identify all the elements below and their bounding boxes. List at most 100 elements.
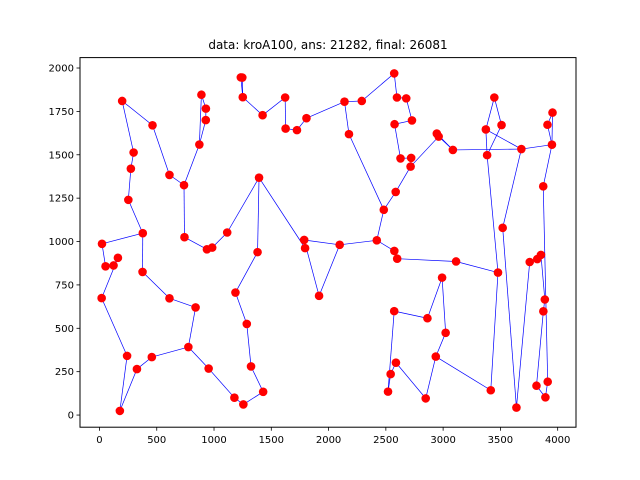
city-point	[292, 125, 302, 135]
tour-edge	[101, 297, 128, 357]
city-point	[525, 257, 535, 267]
city-point	[201, 115, 211, 125]
city-point	[379, 205, 389, 215]
y-tick-label: 750	[55, 280, 74, 291]
city-point	[448, 145, 458, 155]
city-point	[101, 262, 110, 271]
city-point	[201, 104, 211, 113]
city-point	[238, 92, 248, 102]
tour-edge	[486, 124, 502, 156]
city-point	[231, 288, 240, 297]
city-point	[165, 170, 174, 180]
tour-edge	[199, 94, 202, 145]
tour-edge	[151, 346, 189, 358]
tour-edge	[128, 199, 144, 234]
city-point	[109, 261, 118, 270]
city-point	[230, 393, 239, 403]
city-point	[401, 94, 411, 103]
city-point	[386, 369, 395, 379]
city-point	[421, 394, 431, 403]
city-point	[236, 73, 246, 82]
city-point	[517, 144, 526, 154]
tour-edge	[119, 368, 138, 412]
y-tick-label: 1750	[49, 107, 74, 118]
city-point	[204, 364, 213, 373]
city-point	[165, 293, 174, 303]
city-point	[122, 351, 132, 361]
tour-edge	[127, 168, 132, 200]
tour-edge	[142, 271, 170, 299]
city-point	[340, 97, 349, 106]
tour-edge	[502, 148, 522, 228]
tour-edge	[542, 186, 549, 382]
tour-edge	[516, 261, 531, 408]
tour-edge	[490, 272, 499, 391]
city-point	[314, 291, 324, 301]
tour-edge	[376, 209, 385, 241]
city-point	[389, 69, 399, 78]
city-point	[239, 400, 248, 409]
city-point	[184, 342, 193, 352]
y-axis: 0 250 500 750 1000 1250 1500 1750 2000	[49, 64, 80, 422]
city-point	[147, 352, 157, 362]
city-point	[539, 306, 548, 316]
tour-edge	[235, 292, 248, 325]
city-point	[390, 246, 399, 256]
city-point	[335, 240, 344, 250]
tour-edge	[339, 239, 377, 246]
city-point	[113, 253, 123, 263]
tour-edge	[119, 355, 128, 411]
city-point	[246, 362, 256, 371]
tour-edge	[348, 133, 385, 210]
city-point	[451, 257, 461, 266]
city-points	[97, 69, 557, 416]
city-point	[407, 116, 417, 125]
city-point	[497, 120, 506, 130]
x-tick-label: 3000	[430, 435, 455, 446]
tour-edge	[318, 244, 341, 296]
city-point	[392, 254, 402, 264]
city-point	[357, 96, 367, 106]
city-point	[117, 96, 127, 106]
city-point	[280, 93, 290, 102]
tour-edge	[395, 362, 426, 399]
tour-edge	[486, 155, 499, 273]
tour-edge	[152, 125, 170, 176]
city-point	[498, 223, 507, 233]
x-tick-label: 0	[96, 435, 102, 446]
x-tick-label: 500	[147, 435, 166, 446]
city-point	[532, 381, 541, 391]
city-point	[195, 140, 204, 149]
city-point	[180, 232, 189, 242]
city-point	[512, 403, 521, 412]
city-point	[391, 187, 400, 197]
tour-edge	[101, 232, 143, 245]
city-point	[191, 303, 200, 312]
tour-edge	[208, 368, 235, 398]
city-point	[547, 140, 557, 150]
city-point	[540, 295, 550, 304]
x-tick-label: 1000	[201, 435, 226, 446]
tour-edge	[394, 124, 401, 159]
city-point	[406, 162, 415, 171]
city-point	[434, 132, 443, 141]
tour-edge	[441, 277, 446, 333]
tour-edge	[551, 112, 553, 145]
city-point	[222, 228, 232, 237]
tour-edge	[235, 251, 258, 293]
tour-edge	[121, 100, 153, 126]
city-point	[486, 385, 496, 395]
tour-edge	[188, 307, 196, 348]
city-point	[254, 173, 264, 182]
tour-edge	[257, 177, 260, 253]
tour-edge	[427, 277, 443, 319]
city-point	[97, 293, 106, 303]
x-axis: 0 500 1000 1500 2000 2500 3000 3500 4000	[96, 427, 570, 446]
city-point	[389, 306, 399, 316]
city-point	[302, 113, 311, 123]
city-point	[437, 273, 447, 282]
y-tick-label: 0	[68, 411, 74, 422]
x-tick-label: 2500	[373, 435, 398, 446]
tour-edge	[485, 129, 522, 150]
